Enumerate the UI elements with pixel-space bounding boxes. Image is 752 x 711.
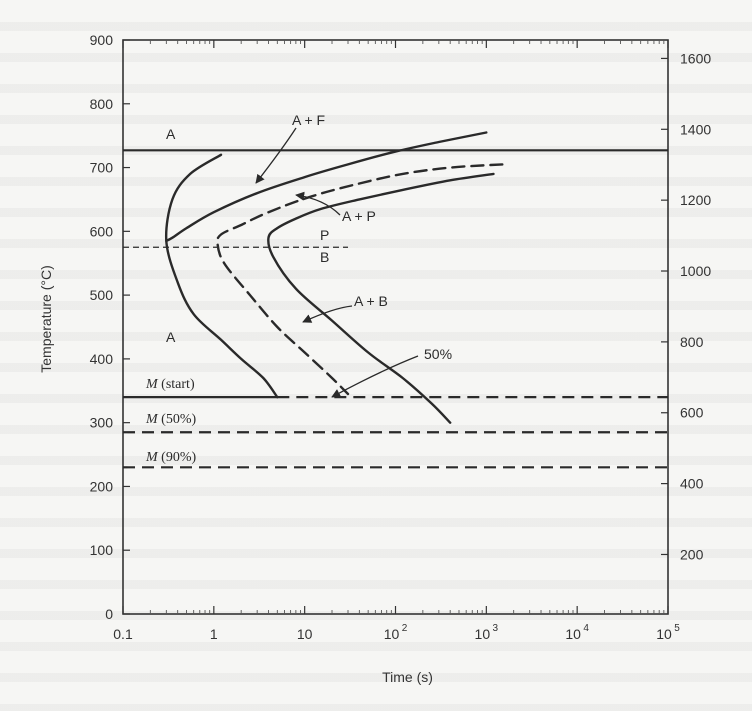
annotation-arrow xyxy=(331,355,419,398)
annotation-label: M (90%) xyxy=(145,450,196,465)
y2-tick-label: 1200 xyxy=(680,192,711,208)
transformation-curve-2 xyxy=(165,131,488,243)
annotation-label: 50% xyxy=(424,346,452,362)
y-tick-label: 200 xyxy=(90,478,114,494)
x-tick-exponent: 5 xyxy=(674,623,680,634)
y2-tick-label: 600 xyxy=(680,405,704,421)
x-tick-exponent: 4 xyxy=(583,623,589,634)
annotation-label: M (start) xyxy=(145,377,195,392)
y-tick-label: 500 xyxy=(90,287,114,303)
transformation-curve-3 xyxy=(216,163,504,396)
x-tick-label: 1 xyxy=(210,626,218,642)
annotation-label: A + F xyxy=(292,112,325,128)
annotation-label: A + P xyxy=(342,208,376,224)
x-tick-exponent: 3 xyxy=(493,623,499,634)
y-tick-label: 400 xyxy=(90,351,114,367)
y-tick-label: 600 xyxy=(90,223,114,239)
y2-tick-label: 1000 xyxy=(680,263,711,279)
annotation-arrow xyxy=(302,305,353,323)
y-tick-label: 300 xyxy=(90,415,114,431)
y2-tick-label: 400 xyxy=(680,476,704,492)
x-tick-label: 10 xyxy=(565,626,581,642)
annotation-label: A + B xyxy=(354,293,388,309)
annotation-label: P xyxy=(320,227,329,243)
y-tick-label: 700 xyxy=(90,160,114,176)
annotation-label: A xyxy=(166,329,176,345)
y2-tick-label: 800 xyxy=(680,334,704,350)
x-tick-exponent: 2 xyxy=(402,623,408,634)
annotation-label: A xyxy=(166,126,176,142)
annotation-label: M (50%) xyxy=(145,412,196,427)
y-tick-label: 900 xyxy=(90,32,114,48)
y2-tick-label: 1400 xyxy=(680,121,711,137)
y2-tick-label: 200 xyxy=(680,546,704,562)
x-tick-label: 10 xyxy=(297,626,313,642)
transformation-curve-1 xyxy=(164,153,279,399)
x-axis-title: Time (s) xyxy=(382,669,433,685)
annotation-label: B xyxy=(320,249,329,265)
transformation-curve-4 xyxy=(267,172,495,424)
y-tick-label: 0 xyxy=(105,606,113,622)
x-tick-label: 10 xyxy=(384,626,400,642)
y-tick-label: 100 xyxy=(90,542,114,558)
y-tick-label: 800 xyxy=(90,96,114,112)
y-axis-title: Temperature (°C) xyxy=(38,265,54,373)
x-tick-label: 10 xyxy=(475,626,491,642)
x-tick-label: 0.1 xyxy=(113,626,133,642)
annotation-arrow xyxy=(255,127,297,184)
x-tick-label: 10 xyxy=(656,626,672,642)
y2-tick-label: 1600 xyxy=(680,50,711,66)
annotation-arrow xyxy=(295,191,341,216)
